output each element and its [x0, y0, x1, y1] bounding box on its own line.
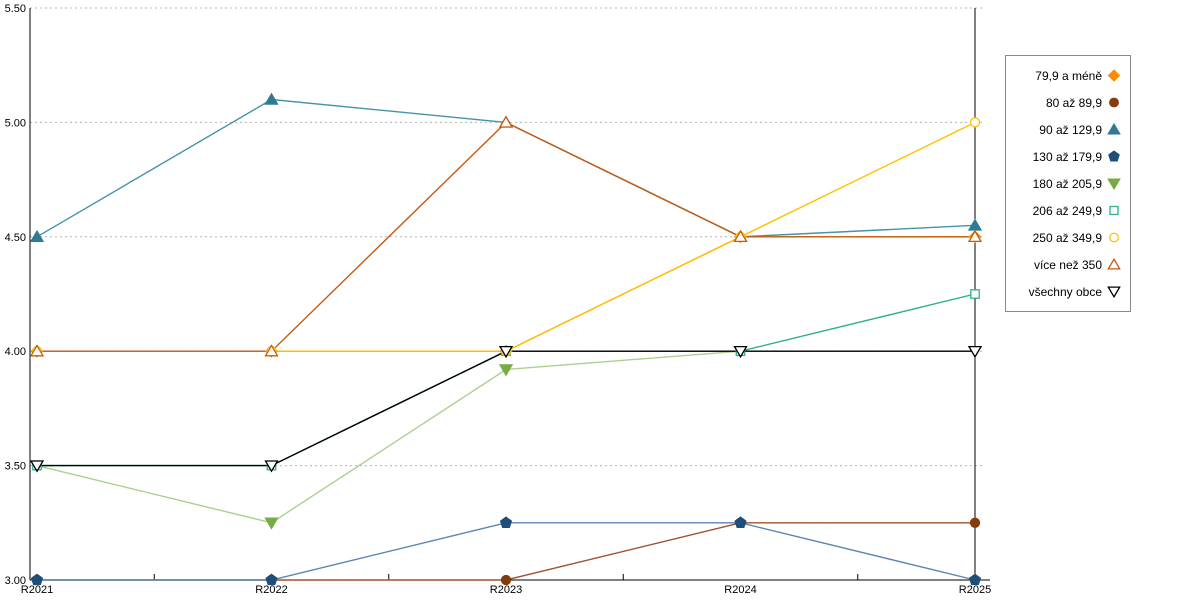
y-axis-label: 4.50	[5, 232, 26, 244]
series-markers-7	[29, 115, 983, 357]
circle-marker-icon	[1109, 232, 1119, 243]
legend-label: více než 350	[1033, 257, 1102, 272]
circle-marker-icon	[1109, 97, 1119, 108]
legend-label: 250 až 349,9	[1032, 230, 1102, 245]
legend-item-4: 180 až 205,9	[1010, 170, 1122, 197]
y-axis-label: 3.50	[5, 461, 26, 473]
diamond-marker-icon	[1107, 69, 1121, 82]
y-axis-label: 3.00	[5, 575, 26, 587]
triangle-down-marker-icon	[1107, 286, 1121, 299]
series-line-3	[37, 522, 976, 581]
series-markers-4	[29, 345, 983, 530]
legend-label: 130 až 179,9	[1032, 149, 1102, 164]
series-markers-3	[30, 516, 982, 586]
legend-label: 206 až 249,9	[1032, 203, 1102, 218]
legend-item-8: všechny obce	[1010, 278, 1122, 305]
legend-item-7: více než 350	[1010, 251, 1122, 278]
y-axis-label: 5.50	[5, 3, 26, 15]
legend-label: 80 až 89,9	[1045, 95, 1102, 110]
series-markers-0	[30, 230, 982, 358]
series-line-1	[37, 522, 975, 581]
chart-legend: 79,9 a méně 80 až 89,9 90 až 129,9 130 až 1…	[1005, 55, 1131, 312]
pentagon-marker-icon	[1108, 150, 1120, 162]
x-axis-label: R2025	[959, 584, 991, 596]
y-axis-label: 4.00	[5, 346, 26, 358]
series-line-4	[36, 350, 975, 524]
legend-label: 90 až 129,9	[1039, 122, 1102, 137]
x-ticks	[153, 574, 859, 580]
series-markers-5	[32, 289, 980, 471]
series-line-0	[37, 236, 975, 352]
legend-label: všechny obce	[1028, 284, 1102, 299]
legend-item-2: 90 až 129,9	[1010, 116, 1122, 143]
x-axis-label: R2021	[21, 584, 53, 596]
legend-item-0: 79,9 a méně	[1010, 62, 1122, 89]
legend-item-6: 250 až 349,9	[1010, 224, 1122, 251]
series-markers-1	[31, 517, 981, 586]
legend-item-5: 206 až 249,9	[1010, 197, 1122, 224]
legend-label: 79,9 a méně	[1035, 68, 1102, 83]
triangle-up-marker-icon	[1107, 257, 1121, 270]
triangle-down-marker-icon	[1107, 178, 1121, 191]
square-marker-icon	[1109, 205, 1119, 216]
series-markers-8	[29, 345, 983, 473]
x-axis-label: R2023	[490, 584, 522, 596]
x-axis-label: R2022	[255, 584, 287, 596]
legend-item-3: 130 až 179,9	[1010, 143, 1122, 170]
triangle-up-marker-icon	[1107, 122, 1121, 135]
legend-label: 180 až 205,9	[1032, 176, 1102, 191]
series-line-5	[37, 293, 976, 467]
legend-item-1: 80 až 89,9	[1010, 89, 1122, 116]
x-axis-label: R2024	[724, 584, 756, 596]
y-axis-label: 5.00	[5, 117, 26, 129]
